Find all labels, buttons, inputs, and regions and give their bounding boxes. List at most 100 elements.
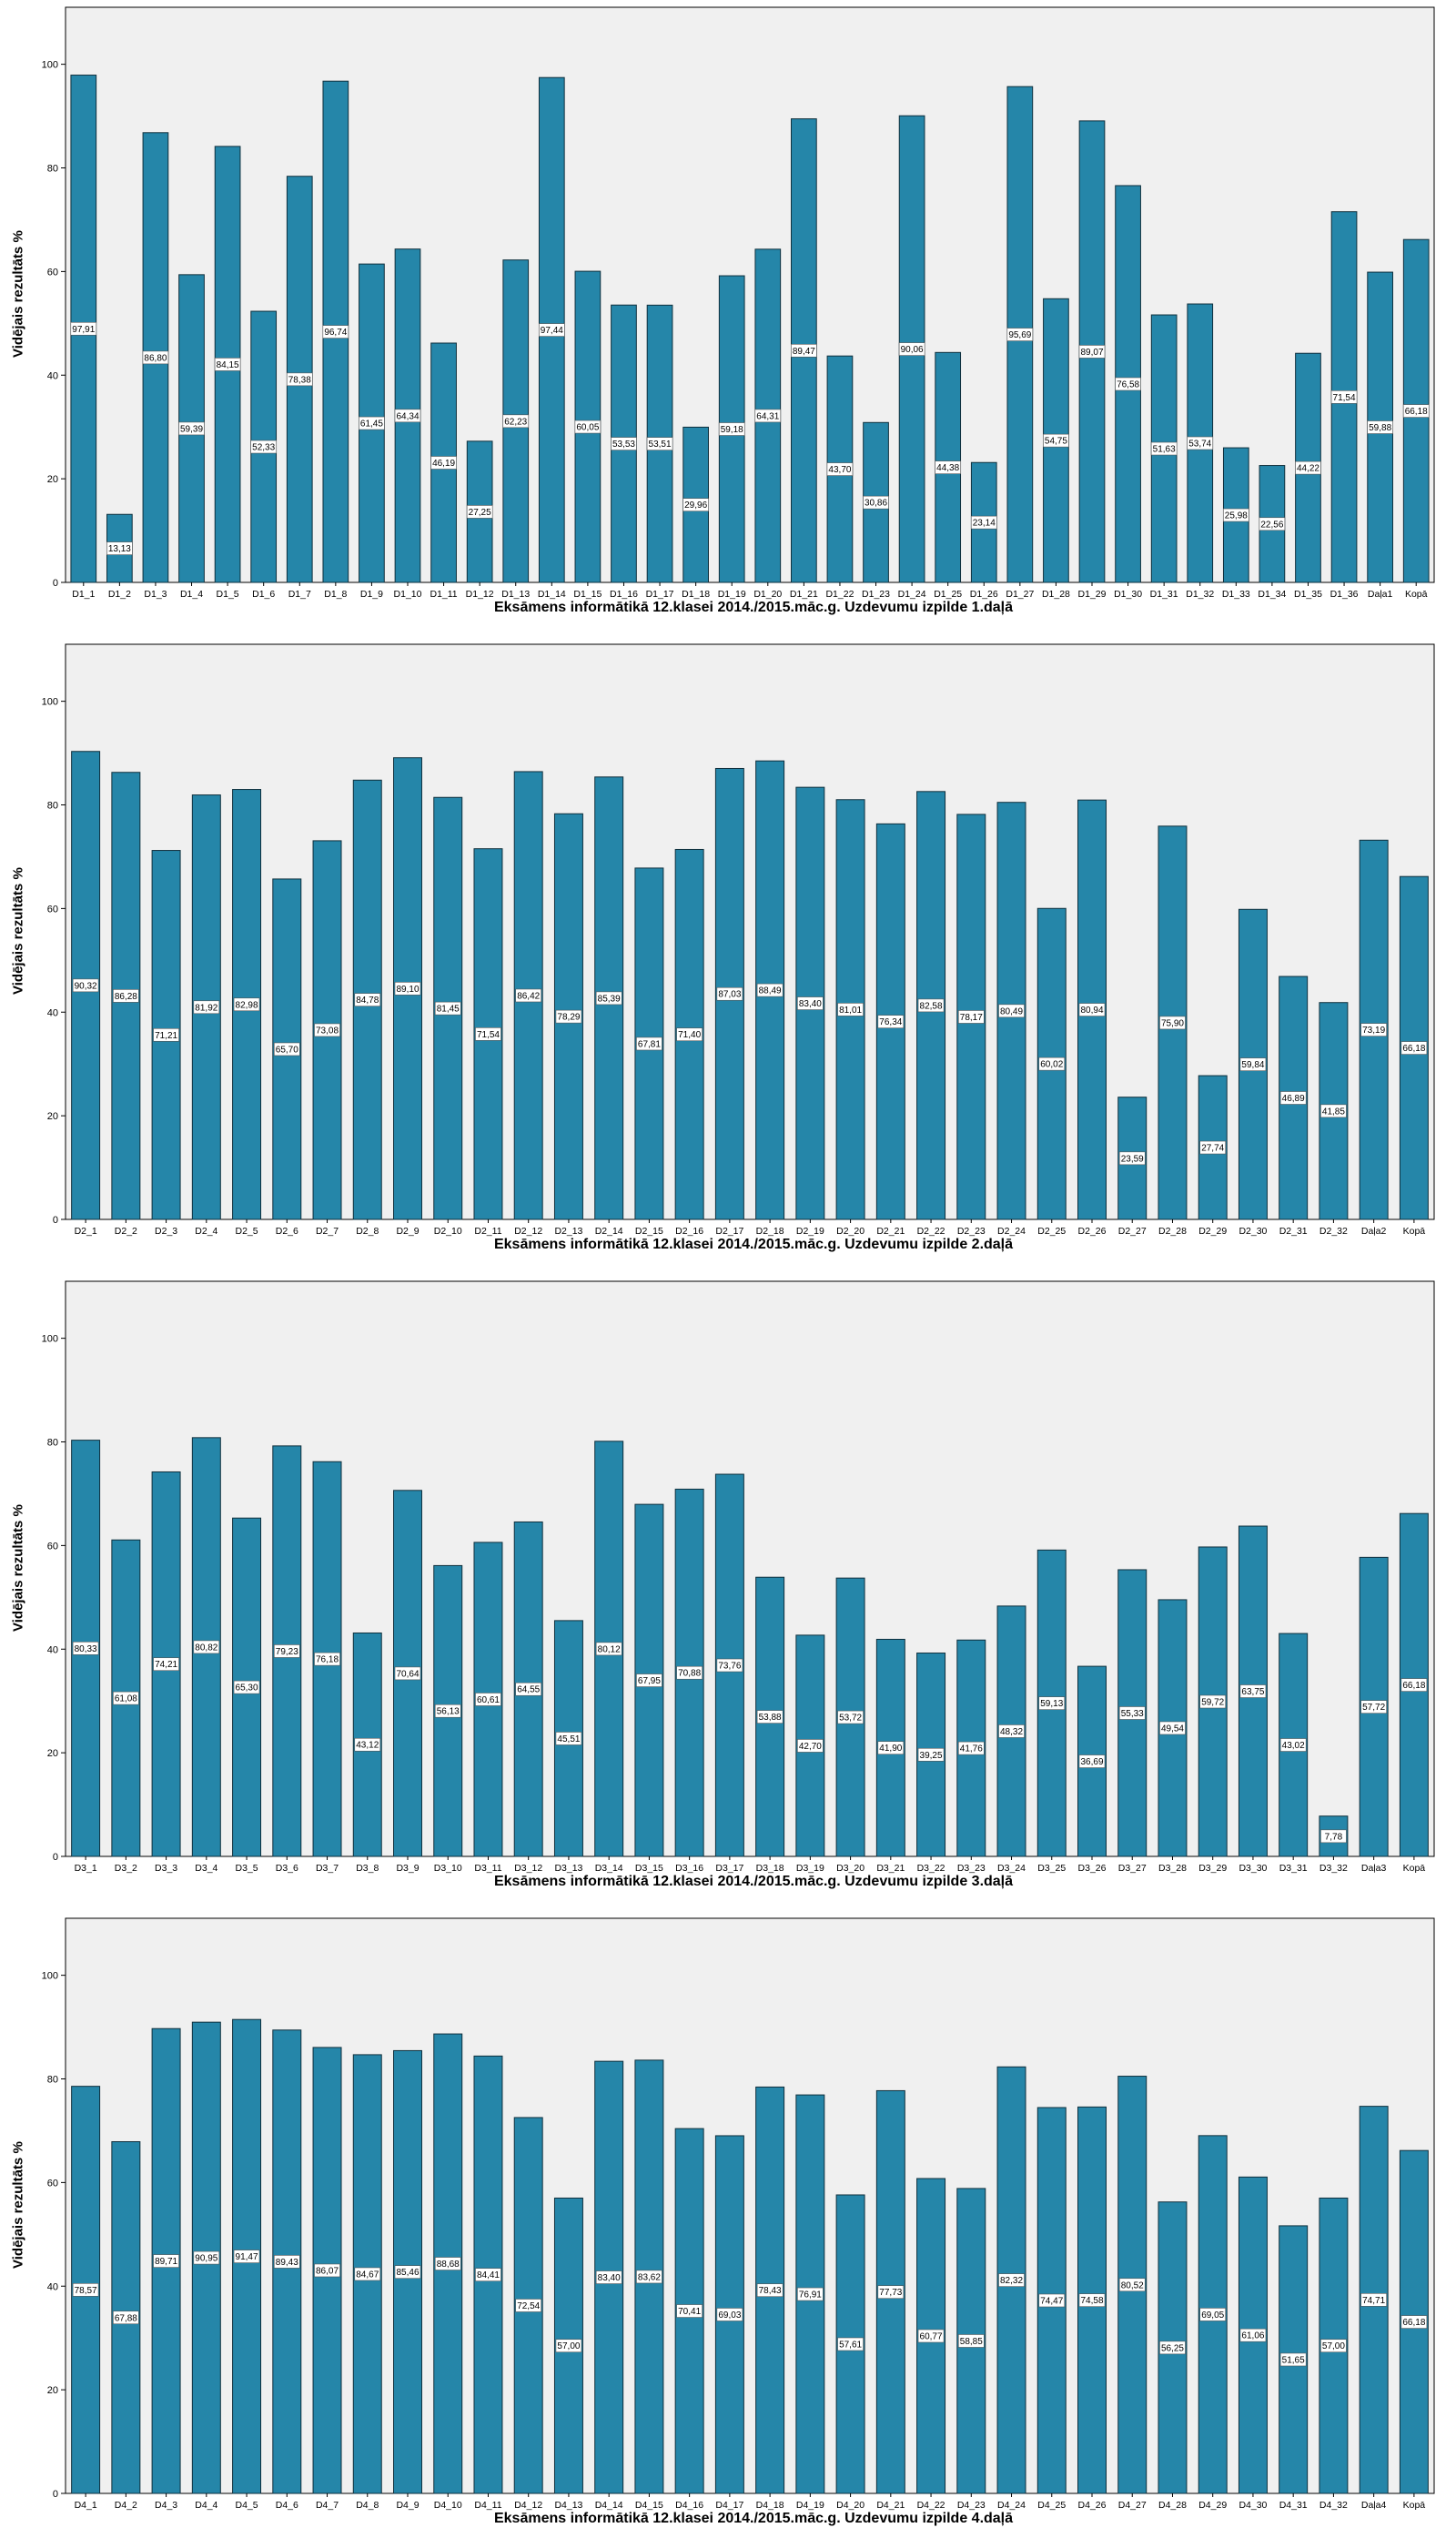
data-label: 27,25 [469,508,491,518]
data-label: 89,43 [276,2258,298,2268]
x-tick-label: D2_12 [514,1226,542,1237]
data-label: 76,58 [1117,379,1139,389]
x-tick-label: D3_4 [195,1863,217,1874]
x-tick-label: D4_16 [675,2500,703,2511]
x-tick-label: D2_25 [1037,1226,1066,1237]
data-label: 88,68 [437,2260,460,2270]
y-tick-label: 100 [42,60,58,71]
data-label: 86,80 [144,353,167,363]
data-label: 70,88 [678,1669,701,1679]
data-label: 91,47 [236,2252,258,2262]
data-label-box [113,989,139,1003]
y-tick-label: 60 [47,267,58,278]
data-label-box [716,1658,743,1673]
data-label: 64,31 [756,411,779,421]
data-label-box [957,1741,985,1755]
x-tick-label: D1_36 [1330,589,1359,600]
data-label: 80,12 [598,1644,621,1654]
data-label: 83,40 [598,2273,621,2283]
data-label: 63,75 [1241,1687,1264,1697]
data-label-box [1043,433,1069,448]
data-label-box [826,462,854,476]
data-label: 36,69 [1080,1757,1103,1767]
y-tick-label: 0 [53,578,58,589]
data-label-box [1038,2293,1066,2308]
data-label-box [354,1737,381,1752]
data-label-box [1360,1023,1387,1036]
x-tick-label: D4_30 [1239,2500,1267,2511]
data-label-box [1118,1151,1146,1166]
data-label: 74,21 [155,1660,177,1670]
x-tick-label: D1_14 [538,589,566,600]
data-label-box [877,1741,905,1755]
data-label-box [1400,1041,1428,1055]
x-tick-label: D3_3 [155,1863,177,1874]
x-tick-label: D4_18 [756,2500,784,2511]
data-label: 76,34 [879,1017,902,1027]
data-label-box [466,505,493,519]
data-label: 97,44 [541,326,563,336]
y-tick-label: 20 [47,474,58,485]
data-label-box [555,2339,582,2353]
data-label-box [837,1710,864,1724]
data-label: 73,19 [1362,1026,1385,1036]
data-label-box [718,422,745,436]
data-label: 59,88 [1369,423,1391,433]
data-label: 53,74 [1188,440,1211,450]
chart-panel-part-2: Vidējais rezultāts % 0 20 40 60 80 100 90,32 D2… [0,637,1456,1274]
data-label-box [957,1010,985,1024]
data-label-box [676,1665,703,1680]
data-label-box [475,1027,501,1041]
x-tick-label: D3_16 [675,1863,703,1874]
data-label: 89,71 [155,2257,177,2267]
x-tick-label: D1_25 [934,589,962,600]
data-label-box [1360,1700,1387,1714]
data-label-box [178,421,205,436]
x-tick-label: D4_6 [276,2500,298,2511]
data-label: 59,84 [1241,1060,1264,1070]
x-tick-label: Daļa2 [1361,1226,1387,1237]
x-tick-label: D1_28 [1042,589,1070,600]
data-label: 23,14 [973,519,996,529]
x-tick-label: D4_13 [554,2500,582,2511]
x-tick-label: Daļa1 [1368,589,1393,600]
data-label: 73,76 [718,1662,741,1672]
x-tick-label: D3_18 [756,1863,784,1874]
data-label: 29,96 [684,500,707,511]
data-label-box [502,414,530,429]
data-label-box [106,541,133,555]
data-label: 43,70 [828,465,851,475]
data-label-box [1279,2352,1307,2367]
data-label: 46,89 [1282,1094,1305,1104]
data-label: 25,98 [1225,511,1248,521]
x-tick-label: D2_23 [957,1226,986,1237]
data-label-box [434,1704,461,1718]
chart-panel-part-1: Vidējais rezultāts % 0 20 40 60 80 100 97,91 D1… [0,0,1456,637]
data-label: 71,54 [477,1030,500,1040]
x-tick-label: D2_1 [75,1226,97,1237]
data-label: 80,82 [195,1643,217,1653]
x-tick-label: D1_10 [394,589,422,600]
x-tick-label: D4_10 [434,2500,462,2511]
x-tick-label: D3_31 [1279,1863,1308,1874]
x-tick-label: D1_6 [252,589,275,600]
x-tick-label: D4_19 [796,2500,824,2511]
data-label-box [434,2257,461,2270]
data-label-box [1006,328,1034,341]
data-label-box [797,2287,824,2301]
x-tick-label: D4_31 [1279,2500,1308,2511]
x-tick-label: D2_32 [1320,1226,1348,1237]
data-label: 81,45 [437,1005,460,1015]
data-label: 82,32 [1000,2276,1023,2286]
x-tick-label: D2_9 [396,1226,419,1237]
data-label: 90,95 [195,2254,217,2264]
data-label-box [1199,1140,1227,1155]
y-tick-label: 40 [47,1644,58,1655]
data-label: 41,76 [960,1744,983,1754]
x-tick-label: D3_24 [997,1863,1026,1874]
data-label: 41,85 [1322,1107,1345,1117]
data-label: 74,71 [1362,2296,1385,2306]
data-label-box [314,2263,340,2278]
data-label: 67,88 [115,2313,137,2323]
data-label-box [756,2283,784,2298]
